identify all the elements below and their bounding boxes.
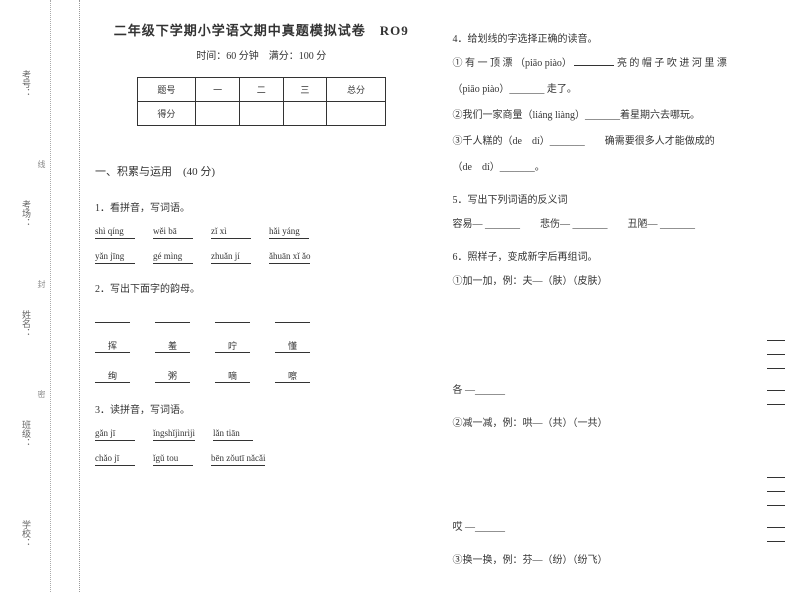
cutmark-2: 封 — [36, 280, 47, 288]
exam-title: 二年级下学期小学语文期中真题模拟试卷 RO9 — [95, 20, 428, 39]
score-table: 题号 一 二 三 总分 得分 — [137, 77, 386, 126]
q6-blanks2 — [453, 468, 786, 506]
q3-title: 3．读拼音，写词语。 — [95, 401, 428, 416]
binding-label-room: 考场： — [20, 200, 33, 227]
q4-l3: ②我们一家商量（liáng liàng）_______着星期六去哪玩。 — [453, 107, 786, 125]
left-column: 二年级下学期小学语文期中真题模拟试卷 RO9 时间：60 分钟 满分：100 分… — [95, 20, 428, 582]
q5-line: 容易— _______ 悲伤— _______ 丑陋— _______ — [453, 216, 786, 234]
q1-p4: hǎi yáng — [269, 226, 309, 239]
td-2 — [239, 102, 283, 126]
th-2: 二 — [239, 78, 283, 102]
binding-label-school: 学校： — [20, 520, 33, 547]
q1-p5: yǎn jīng — [95, 251, 135, 264]
q2-c2: 羞 — [155, 339, 190, 353]
q6-ge: 各 —______ — [453, 381, 786, 405]
q3-p4: chǎo jī — [95, 453, 135, 466]
th-3: 三 — [283, 78, 327, 102]
q2-c5: 绚 — [95, 369, 130, 383]
q1-p7: zhuǎn jí — [211, 251, 251, 264]
q1-p6: gé mìng — [153, 251, 193, 264]
q1-p1: shì qíng — [95, 226, 135, 239]
q2-c1: 挥 — [95, 339, 130, 353]
td-total — [327, 102, 386, 126]
q6-title: 6．照样子，变成新字后再组词。 — [453, 248, 786, 263]
q2-c3: 咛 — [215, 339, 250, 353]
q3-p3: lǎn tiān — [213, 428, 253, 441]
q6-l5: ③换一换，例：芬—（纷）（纷飞） — [453, 552, 786, 570]
q4-l4: ③千人糕的（de dí）_______ 确需要很多人才能做成的 — [453, 133, 786, 151]
q2-c4: 懂 — [275, 339, 310, 353]
q1-row1: shì qíng wěi bā zǐ xì hǎi yáng — [95, 226, 428, 239]
th-num: 题号 — [137, 78, 196, 102]
q2-c6: 粥 — [155, 369, 190, 383]
th-1: 一 — [196, 78, 240, 102]
cutmark-1: 线 — [36, 160, 47, 168]
q3-row1: gǎn jī ǐngshǐjìnrìjì lǎn tiān — [95, 428, 428, 441]
q4-l2: （piāo piào）_______ 走了。 — [453, 81, 786, 99]
td-score: 得分 — [137, 102, 196, 126]
q3-p5: ǐgǔ tou — [153, 453, 193, 466]
binding-label-examno: 考号： — [20, 70, 33, 97]
q1-p8: ǎhuān xǐ ǎo — [269, 251, 310, 264]
th-total: 总分 — [327, 78, 386, 102]
cutmark-3: 密 — [36, 390, 47, 398]
q2-title: 2．写出下面字的韵母。 — [95, 280, 428, 295]
q6-l3: ②减一减，例：哄—（共）（一共） — [453, 415, 786, 433]
td-1 — [196, 102, 240, 126]
q6-l1: ①加一加，例：夫—（肤）（皮肤） — [453, 273, 786, 291]
q1-title: 1．看拼音，写词语。 — [95, 199, 428, 214]
binding-dots — [50, 0, 51, 592]
q6-blanks1 — [453, 331, 786, 369]
q6-ai: 哎 —______ — [453, 518, 786, 542]
q1-p2: wěi bā — [153, 226, 193, 239]
q2-row1: 挥 羞 咛 懂 — [95, 339, 428, 353]
q4-l1: ① 有 一 顶 漂 （piāo piào） 亮 的 帽 子 吹 进 河 里 漂 — [453, 55, 786, 73]
q1-p3: zǐ xì — [211, 226, 251, 239]
q3-p1: gǎn jī — [95, 428, 135, 441]
q1-row2: yǎn jīng gé mìng zhuǎn jí ǎhuān xǐ ǎo — [95, 251, 428, 264]
q2-row2: 绚 粥 嘀 嚓 — [95, 369, 428, 383]
binding-margin: 考号： 线 考场： 封 姓名： 密 班级： 学校： — [0, 0, 80, 592]
q2-c8: 嚓 — [275, 369, 310, 383]
q4-title: 4．给划线的字选择正确的读音。 — [453, 30, 786, 45]
q3-row2: chǎo jī ǐgǔ tou bēn zǒutī nǎcǎi — [95, 453, 428, 466]
right-column: 4．给划线的字选择正确的读音。 ① 有 一 顶 漂 （piāo piào） 亮 … — [453, 20, 786, 582]
td-3 — [283, 102, 327, 126]
q3-p6: bēn zǒutī nǎcǎi — [211, 453, 265, 466]
q2-blanks1 — [95, 309, 428, 323]
exam-subtitle: 时间：60 分钟 满分：100 分 — [95, 47, 428, 62]
q2-c7: 嘀 — [215, 369, 250, 383]
q4-l5: （de dí）_______。 — [453, 159, 786, 177]
q3-p2: ǐngshǐjìnrìjì — [153, 428, 195, 441]
q5-title: 5．写出下列词语的反义词 — [453, 191, 786, 206]
binding-label-class: 班级： — [20, 420, 33, 447]
section1-title: 一、积累与运用 (40 分) — [95, 163, 428, 179]
binding-label-name: 姓名： — [20, 310, 33, 337]
